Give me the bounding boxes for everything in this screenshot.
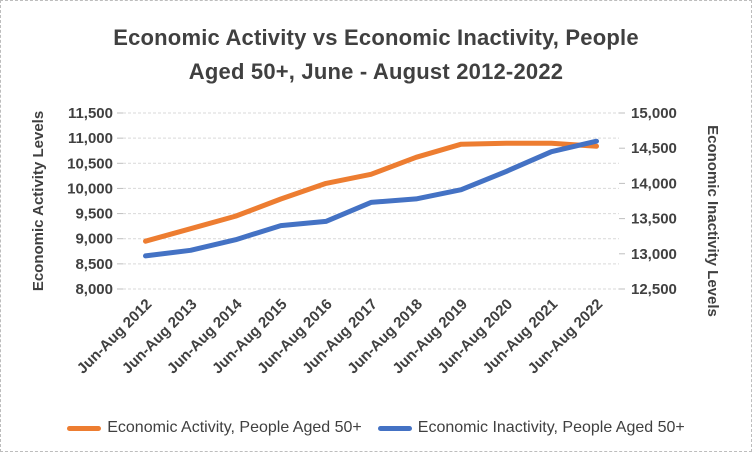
series-line-economic-inactivity: [143, 138, 599, 259]
left-axis-tick-label: 9,500: [75, 206, 113, 223]
legend-swatch-economic-activity: [67, 425, 102, 431]
right-axis-tick-label: 15,000: [631, 105, 677, 122]
series-line-economic-activity: [143, 140, 599, 244]
left-axis-tick-label: 11,000: [68, 130, 113, 147]
legend: Economic Activity, People Aged 50+ Econo…: [1, 419, 751, 437]
chart-title-line1: Economic Activity vs Economic Inactivity…: [113, 25, 639, 50]
left-axis-tick-label: 11,500: [68, 105, 113, 122]
legend-item-economic-inactivity: Economic Inactivity, People Aged 50+: [377, 419, 685, 437]
legend-label-economic-activity: Economic Activity, People Aged 50+: [107, 419, 362, 436]
left-axis-tick-label: 10,500: [67, 155, 113, 172]
right-axis-tick-label: 13,000: [631, 246, 677, 263]
right-axis-tick-label: 13,500: [631, 211, 677, 228]
left-axis-tick-label: 8,500: [75, 256, 113, 273]
left-axis-tick-label: 9,000: [75, 231, 113, 248]
right-axis-tick-label: 14,000: [631, 175, 677, 192]
right-axis-tick-label: 12,500: [631, 281, 677, 298]
left-axis-tick-label: 10,000: [67, 180, 113, 197]
chart-title: Economic Activity vs Economic Inactivity…: [1, 21, 751, 89]
right-axis-tick-label: 14,500: [631, 140, 677, 157]
legend-item-economic-activity: Economic Activity, People Aged 50+: [67, 419, 362, 437]
left-axis-title: Economic Activity Levels: [30, 111, 47, 291]
chart-title-line2: Aged 50+, June - August 2012-2022: [188, 59, 564, 84]
left-axis-tick-label: 8,000: [75, 281, 113, 298]
legend-swatch-economic-inactivity: [377, 425, 412, 431]
plot-generated-group: 11,500 11,000 10,500 10,000 9,500 9,000 8,500 8…: [67, 105, 677, 377]
legend-label-economic-inactivity: Economic Inactivity, People Aged 50+: [417, 419, 685, 436]
right-axis-title: Economic Inactivity Levels: [704, 125, 721, 317]
